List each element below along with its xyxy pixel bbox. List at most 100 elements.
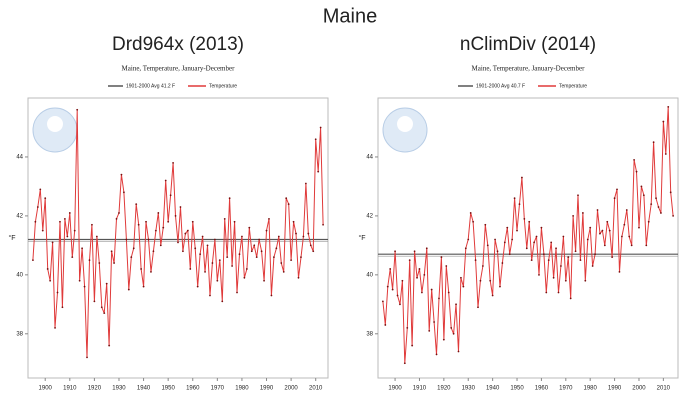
chart-panel: Drd964x (2013) Maine, Temperature, Januar… xyxy=(8,34,329,392)
temperature-point xyxy=(603,244,606,247)
temperature-point xyxy=(408,259,411,262)
legend-label: 1901-2000 Avg 41.2 F xyxy=(126,83,175,89)
temperature-point xyxy=(317,170,320,173)
temperature-point xyxy=(125,238,128,241)
temperature-point xyxy=(309,244,312,247)
temperature-point xyxy=(150,270,152,273)
temperature-point xyxy=(319,126,322,129)
temperature-point xyxy=(399,303,401,306)
chart-panel: nClimDiv (2014) Maine, Temperature, Janua… xyxy=(358,34,679,392)
temperature-point xyxy=(467,238,470,241)
temperature-point xyxy=(472,220,475,223)
x-tick-label: 1900 xyxy=(39,386,53,392)
temperature-point xyxy=(596,209,599,211)
temperature-point xyxy=(477,306,479,309)
temperature-point xyxy=(108,344,111,347)
temperature-point xyxy=(245,268,248,270)
x-tick-label: 1990 xyxy=(608,386,622,392)
temperature-point xyxy=(98,262,101,264)
temperature-point xyxy=(218,259,221,262)
legend-label: Temperature xyxy=(209,83,237,89)
y-tick-label: 40 xyxy=(366,272,373,278)
temperature-point xyxy=(381,300,384,303)
temperature-point xyxy=(209,294,211,297)
temperature-point xyxy=(479,279,482,282)
temperature-point xyxy=(425,247,428,250)
x-tick-label: 1910 xyxy=(63,386,77,392)
temperature-point xyxy=(103,312,106,315)
temperature-point xyxy=(250,250,253,253)
temperature-point xyxy=(525,247,528,250)
temperature-point xyxy=(513,197,516,200)
temperature-point xyxy=(523,217,526,220)
temperature-point xyxy=(450,326,453,329)
y-tick-label: 40 xyxy=(16,272,23,278)
temperature-point xyxy=(635,170,638,173)
temperature-point xyxy=(34,220,37,223)
temperature-point xyxy=(216,279,219,282)
temperature-point xyxy=(464,247,467,250)
temperature-point xyxy=(120,173,123,176)
y-tick-label: 42 xyxy=(366,213,373,219)
temperature-point xyxy=(159,244,162,247)
temperature-point xyxy=(445,265,448,267)
temperature-point xyxy=(290,259,293,262)
chart-title: Drd964x (2013) xyxy=(112,34,244,55)
temperature-point xyxy=(81,247,83,250)
temperature-point xyxy=(76,108,79,111)
temperature-point xyxy=(44,197,47,200)
temperature-point xyxy=(567,256,570,259)
temperature-point xyxy=(135,203,138,206)
plot-area xyxy=(377,97,679,379)
temperature-point xyxy=(307,232,310,235)
temperature-point xyxy=(268,217,270,220)
temperature-point xyxy=(231,265,233,267)
x-tick-label: 1900 xyxy=(388,386,402,392)
temperature-point xyxy=(496,250,499,253)
temperature-point xyxy=(528,220,531,223)
temperature-point xyxy=(462,285,465,288)
temperature-point xyxy=(650,203,653,206)
temperature-point xyxy=(41,229,44,232)
temperature-point xyxy=(73,229,76,232)
chart-title: nClimDiv (2014) xyxy=(460,34,596,55)
temperature-point xyxy=(386,285,389,288)
temperature-point xyxy=(196,285,199,288)
temperature-point xyxy=(413,250,416,253)
x-tick-label: 1970 xyxy=(559,386,573,392)
temperature-point xyxy=(535,235,538,238)
x-tick-label: 2010 xyxy=(657,386,671,392)
temperature-point xyxy=(591,265,594,267)
temperature-point xyxy=(640,185,643,188)
x-tick-label: 1980 xyxy=(584,386,598,392)
temperature-point xyxy=(280,262,283,264)
temperature-point xyxy=(516,229,518,232)
temperature-point xyxy=(667,105,670,108)
temperature-point xyxy=(140,268,143,270)
temperature-point xyxy=(314,138,317,141)
temperature-point xyxy=(618,270,621,273)
temperature-point xyxy=(416,276,418,279)
temperature-point xyxy=(238,253,241,256)
temperature-point xyxy=(233,220,236,223)
temperature-point xyxy=(440,256,443,259)
temperature-point xyxy=(174,214,177,217)
temperature-point xyxy=(545,291,548,294)
x-tick-label: 2000 xyxy=(284,386,298,392)
temperature-point xyxy=(540,226,543,229)
x-tick-label: 1920 xyxy=(437,386,451,392)
temperature-point xyxy=(511,238,514,241)
x-tick-label: 1920 xyxy=(88,386,102,392)
temperature-point xyxy=(243,276,246,279)
temperature-point xyxy=(206,244,209,247)
temperature-point xyxy=(292,220,295,223)
temperature-point xyxy=(253,244,256,247)
temperature-point xyxy=(145,220,147,223)
temperature-point xyxy=(474,259,477,262)
temperature-point xyxy=(199,253,202,256)
x-tick-label: 1980 xyxy=(235,386,249,392)
temperature-point xyxy=(184,232,187,235)
temperature-point xyxy=(647,220,650,223)
temperature-point xyxy=(63,217,66,220)
temperature-point xyxy=(258,238,261,241)
